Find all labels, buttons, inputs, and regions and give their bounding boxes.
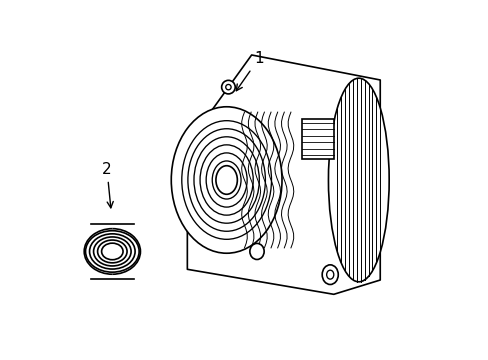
Polygon shape xyxy=(301,119,333,158)
Polygon shape xyxy=(187,55,380,294)
Text: 2: 2 xyxy=(102,162,113,208)
Ellipse shape xyxy=(326,270,333,279)
Ellipse shape xyxy=(249,243,264,260)
Text: 1: 1 xyxy=(236,51,263,91)
Ellipse shape xyxy=(322,265,338,284)
Ellipse shape xyxy=(171,107,282,253)
Ellipse shape xyxy=(328,78,388,282)
Ellipse shape xyxy=(221,80,235,94)
Ellipse shape xyxy=(225,85,231,90)
Ellipse shape xyxy=(216,166,237,194)
